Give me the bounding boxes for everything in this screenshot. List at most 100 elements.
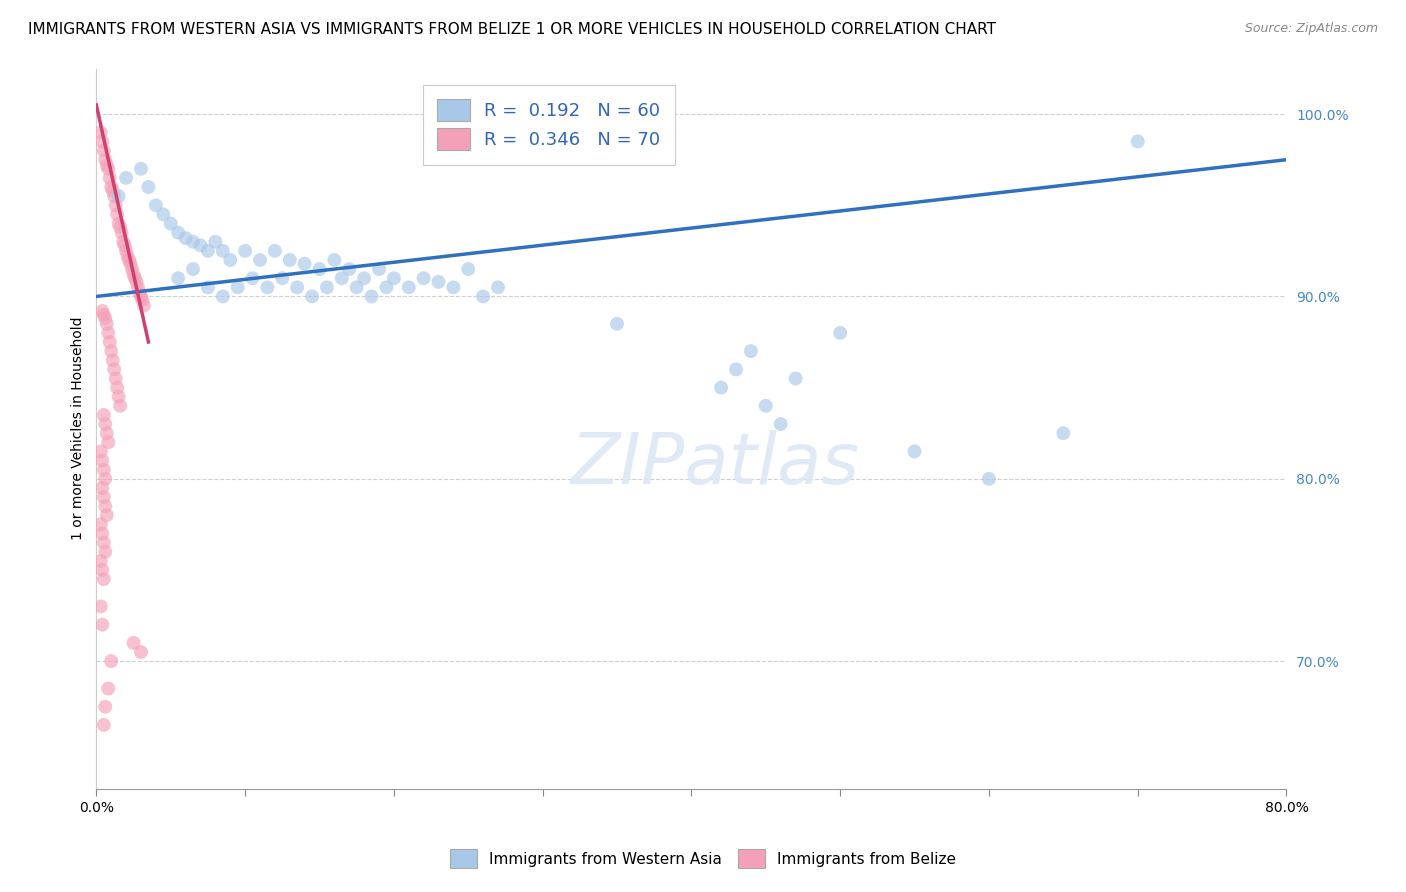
Legend: R =  0.192   N = 60, R =  0.346   N = 70: R = 0.192 N = 60, R = 0.346 N = 70: [423, 85, 675, 165]
Point: [91, 563, 114, 577]
Point: [233, 244, 256, 258]
Point: [256, 280, 278, 294]
Point: [294, 257, 316, 271]
Point: [337, 262, 360, 277]
Point: [122, 268, 145, 282]
Point: [1126, 135, 1149, 149]
Point: [90, 125, 112, 139]
Point: [120, 257, 142, 271]
Point: [427, 275, 450, 289]
Point: [90, 444, 112, 458]
Point: [710, 381, 733, 395]
Point: [118, 252, 141, 267]
Point: [100, 180, 122, 194]
Point: [97, 435, 120, 450]
Text: Source: ZipAtlas.com: Source: ZipAtlas.com: [1244, 22, 1378, 36]
Point: [278, 252, 301, 267]
Point: [242, 271, 264, 285]
Point: [97, 326, 120, 340]
Point: [152, 207, 174, 221]
Point: [368, 262, 391, 277]
Point: [167, 271, 190, 285]
Point: [769, 417, 792, 431]
Point: [100, 344, 122, 359]
Point: [412, 271, 434, 285]
Point: [125, 275, 148, 289]
Point: [90, 599, 112, 614]
Point: [91, 135, 114, 149]
Point: [138, 180, 160, 194]
Point: [93, 308, 115, 322]
Point: [128, 285, 150, 300]
Point: [159, 217, 181, 231]
Point: [94, 153, 117, 167]
Legend: Immigrants from Western Asia, Immigrants from Belize: Immigrants from Western Asia, Immigrants…: [441, 841, 965, 875]
Point: [360, 289, 382, 303]
Point: [122, 636, 145, 650]
Point: [94, 417, 117, 431]
Point: [830, 326, 852, 340]
Point: [96, 317, 118, 331]
Point: [398, 280, 420, 294]
Point: [94, 472, 117, 486]
Point: [98, 170, 121, 185]
Point: [93, 535, 115, 549]
Point: [129, 645, 152, 659]
Point: [98, 334, 121, 349]
Point: [90, 554, 112, 568]
Point: [91, 304, 114, 318]
Point: [105, 207, 128, 221]
Point: [97, 161, 120, 176]
Point: [94, 499, 117, 513]
Point: [104, 371, 127, 385]
Point: [115, 170, 138, 185]
Point: [91, 453, 114, 467]
Point: [101, 184, 124, 198]
Point: [263, 244, 285, 258]
Point: [108, 220, 131, 235]
Point: [145, 198, 167, 212]
Point: [124, 271, 146, 285]
Point: [219, 252, 242, 267]
Point: [129, 161, 152, 176]
Point: [107, 217, 129, 231]
Text: IMMIGRANTS FROM WESTERN ASIA VS IMMIGRANTS FROM BELIZE 1 OR MORE VEHICLES IN HOU: IMMIGRANTS FROM WESTERN ASIA VS IMMIGRAN…: [28, 22, 995, 37]
Point: [94, 311, 117, 326]
Point: [103, 189, 125, 203]
Point: [441, 280, 464, 294]
Point: [375, 280, 398, 294]
Point: [131, 293, 153, 307]
Point: [486, 280, 509, 294]
Point: [181, 262, 204, 277]
Point: [94, 545, 117, 559]
Point: [100, 654, 122, 668]
Point: [96, 508, 118, 523]
Point: [606, 317, 628, 331]
Point: [903, 444, 925, 458]
Point: [226, 280, 249, 294]
Point: [204, 235, 226, 249]
Point: [93, 572, 115, 586]
Point: [94, 699, 117, 714]
Point: [308, 262, 330, 277]
Point: [129, 289, 152, 303]
Point: [755, 399, 778, 413]
Point: [91, 481, 114, 495]
Point: [353, 271, 375, 285]
Point: [197, 244, 219, 258]
Point: [197, 280, 219, 294]
Point: [107, 390, 129, 404]
Point: [91, 526, 114, 541]
Point: [211, 289, 233, 303]
Point: [104, 198, 127, 212]
Point: [114, 238, 136, 252]
Point: [101, 353, 124, 368]
Point: [115, 244, 138, 258]
Point: [330, 271, 353, 285]
Point: [121, 262, 143, 277]
Point: [111, 226, 134, 240]
Point: [91, 617, 114, 632]
Point: [301, 289, 323, 303]
Point: [93, 490, 115, 504]
Point: [346, 280, 368, 294]
